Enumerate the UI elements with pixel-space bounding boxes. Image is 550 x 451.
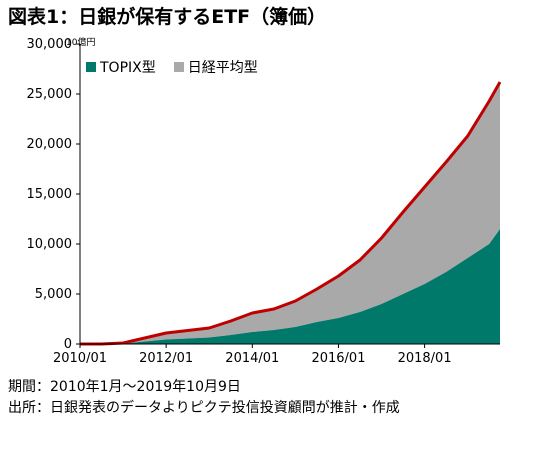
x-tick-label: 2012/01: [139, 351, 193, 366]
chart-notes: 期間：2010年1月～2019年10月9日 出所：日銀発表のデータよりピクテ投信…: [8, 377, 400, 419]
chart-title: 図表1：日銀が保有するETF（簿価）: [8, 6, 327, 28]
source-note: 出所：日銀発表のデータよりピクテ投信投資顧問が推計・作成: [8, 400, 400, 416]
x-tick-label: 2018/01: [398, 351, 452, 366]
y-tick-label: 10,000: [27, 237, 73, 252]
y-tick-label: 25,000: [27, 87, 73, 102]
legend-item-topix: TOPIX型: [86, 57, 156, 77]
x-tick-label: 2016/01: [311, 351, 365, 366]
y-tick-label: 20,000: [27, 137, 73, 152]
x-tick-label: 2010/01: [53, 351, 107, 366]
area-topix: [80, 229, 500, 344]
legend-label-nikkei: 日経平均型: [187, 60, 258, 76]
y-tick-label: 15,000: [27, 187, 73, 202]
area-nikkei: [80, 82, 500, 344]
y-axis-unit: 10億円: [66, 38, 96, 48]
legend: TOPIX型 日経平均型: [86, 57, 276, 77]
legend-label-topix: TOPIX型: [100, 60, 156, 76]
y-tick-label: 0: [64, 337, 72, 352]
legend-swatch-topix: [86, 62, 96, 72]
total-line: [80, 81, 502, 346]
legend-swatch-nikkei: [173, 62, 184, 72]
period-note: 期間：2010年1月～2019年10月9日: [8, 379, 241, 395]
legend-item-nikkei: 日経平均型: [173, 57, 258, 77]
y-tick-label: 5,000: [35, 287, 72, 302]
y-tick-label: 30,000: [27, 37, 73, 52]
x-tick-label: 2014/01: [225, 351, 279, 366]
